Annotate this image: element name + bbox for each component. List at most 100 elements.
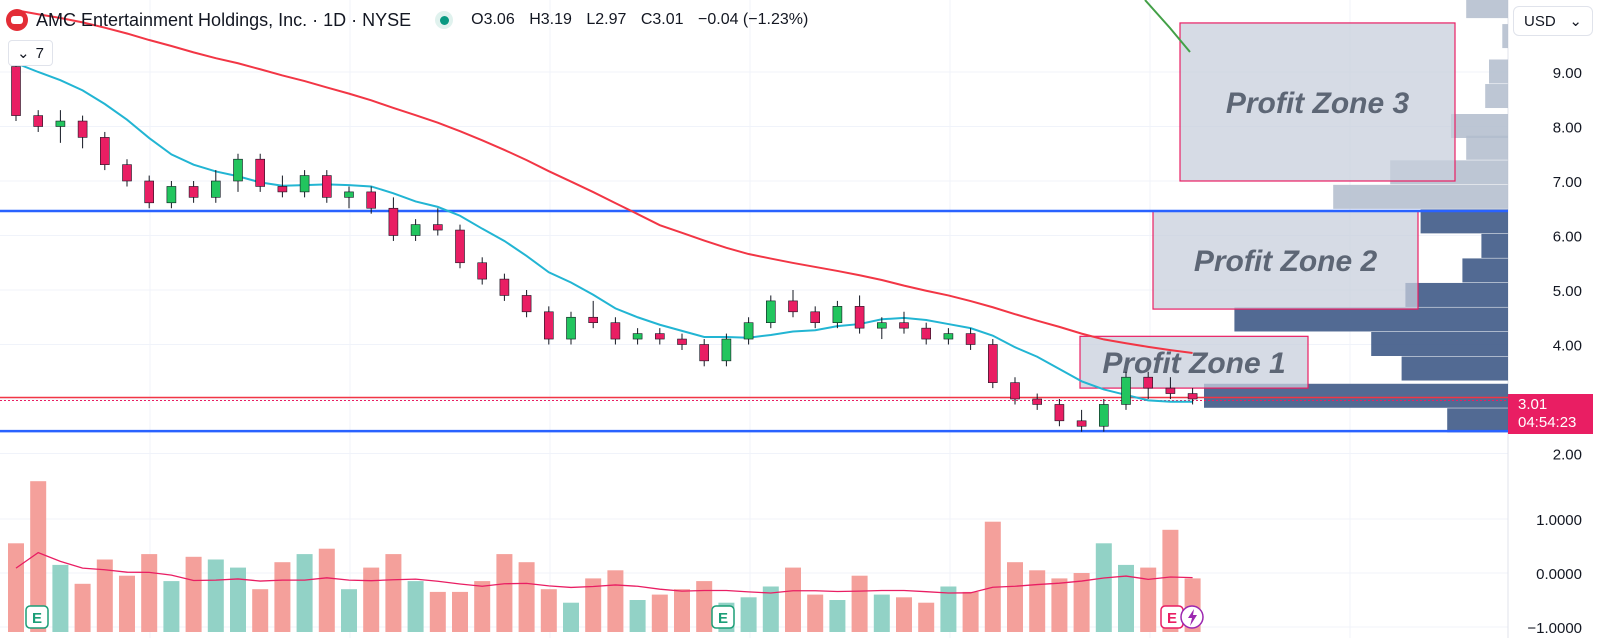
chevron-down-icon: ⌄	[17, 45, 30, 62]
candle-body	[854, 306, 865, 329]
volume-bar	[1029, 570, 1046, 632]
volume-bar	[607, 570, 624, 632]
volume-bar	[1118, 564, 1134, 632]
volume-bar	[363, 567, 380, 632]
volume-bar	[496, 554, 513, 632]
volume-bar	[119, 575, 135, 632]
ma-long-line	[1144, 0, 1191, 53]
price-axis-label: 8.00	[1553, 120, 1582, 137]
volume-bar	[163, 581, 180, 632]
volume-bar	[585, 578, 602, 632]
candle-body	[943, 333, 954, 340]
candle-body	[588, 316, 599, 323]
open-value: O3.06	[471, 11, 515, 28]
ma-slow-line	[15, 9, 1193, 355]
volume-profile-bar	[1485, 84, 1508, 109]
volume-profile-bar	[1451, 114, 1508, 138]
candle-body	[100, 137, 110, 165]
candle-body	[788, 300, 798, 313]
candle-body	[77, 120, 88, 138]
candle-body	[188, 186, 199, 198]
candle-body	[743, 322, 754, 340]
close-value: C3.01	[640, 11, 684, 28]
symbol-header: AMC Entertainment Holdings, Inc. · 1D · …	[0, 6, 818, 34]
earnings-icon: E	[711, 605, 735, 629]
price-axis-label: 7.00	[1553, 174, 1582, 191]
volume-profile-bar	[1466, 135, 1508, 160]
horizontal-levels	[0, 209, 1508, 433]
volume-profile-bar	[1401, 356, 1508, 381]
volume-ma-line	[15, 551, 1193, 594]
lightning-icon	[1180, 605, 1204, 629]
candle-body	[55, 120, 66, 127]
volume-bar	[185, 556, 202, 632]
volume-bar	[940, 586, 957, 632]
volume-profile-bar	[1234, 307, 1508, 332]
candle-body	[11, 66, 21, 116]
volume-bar	[740, 597, 757, 632]
ohlc-values: O3.06 H3.19 L2.97 C3.01 −0.04 (−1.23%)	[471, 11, 818, 29]
indicators-collapse-button[interactable]: ⌄ 7	[8, 40, 53, 66]
candle-body	[233, 158, 243, 182]
chevron-down-icon: ⌄	[1569, 13, 1582, 30]
volume-bar	[96, 559, 113, 632]
volume-bar	[230, 567, 246, 632]
volume-bar	[1073, 573, 1090, 632]
volume-bar	[851, 575, 868, 632]
earnings-letter: E	[1167, 610, 1177, 627]
volume-bar	[918, 602, 935, 632]
price-axis-label: 2.00	[1553, 447, 1582, 464]
candle-body	[1010, 382, 1020, 400]
bar-countdown: 04:54:23	[1518, 414, 1577, 431]
volume-bar	[1140, 567, 1157, 632]
volume-bar	[829, 600, 846, 632]
volume-bar	[762, 586, 779, 632]
candle-body	[455, 229, 465, 264]
volume-bars	[8, 481, 1201, 632]
high-value: H3.19	[529, 11, 572, 28]
candle-body	[677, 338, 687, 345]
volume-bar	[563, 602, 579, 632]
volume-bar	[1095, 543, 1112, 632]
profit-zone-box	[1179, 22, 1456, 182]
candle-body	[477, 262, 488, 280]
candles	[11, 44, 1198, 432]
price-axis-label: 5.00	[1553, 283, 1582, 300]
candle-body	[1165, 387, 1176, 394]
volume-profile-bar	[1420, 209, 1508, 234]
candle-body	[566, 316, 576, 340]
candle-body	[1121, 376, 1131, 405]
candle-body	[33, 115, 44, 127]
volume-bar	[74, 583, 91, 632]
volume-bar	[1051, 578, 1068, 632]
low-value: L2.97	[586, 11, 627, 28]
volume-bar	[629, 600, 646, 632]
volume-bar	[518, 562, 535, 632]
moving-averages	[15, 0, 1193, 403]
volume-bar	[452, 591, 468, 632]
volume-bar	[8, 543, 24, 632]
volume-bar	[52, 564, 69, 632]
candle-body	[255, 158, 265, 187]
volume-bar	[896, 597, 912, 632]
candle-body	[1032, 398, 1042, 405]
volume-axis-label: 0.0000	[1536, 566, 1582, 583]
volume-profile-bar	[1462, 258, 1508, 283]
volume-bar	[318, 548, 335, 632]
profit-zone-label: Profit Zone 2	[1194, 245, 1378, 278]
candle-body	[499, 278, 510, 296]
candle-body	[122, 164, 132, 182]
volume-bar	[385, 554, 402, 632]
change-value: −0.04 (−1.23%)	[698, 11, 809, 28]
symbol-title[interactable]: AMC Entertainment Holdings, Inc. · 1D · …	[36, 9, 412, 30]
volume-bar	[962, 591, 979, 632]
candle-body	[899, 322, 909, 329]
lightning-glyph	[1188, 609, 1197, 626]
price-axis-label: 9.00	[1553, 65, 1582, 82]
market-status-icon[interactable]	[435, 11, 454, 29]
volume-bar	[474, 581, 491, 632]
profit-zone-label: Profit Zone 3	[1226, 87, 1410, 120]
candle-body	[965, 333, 976, 345]
currency-select[interactable]: USD ⌄	[1513, 6, 1593, 36]
